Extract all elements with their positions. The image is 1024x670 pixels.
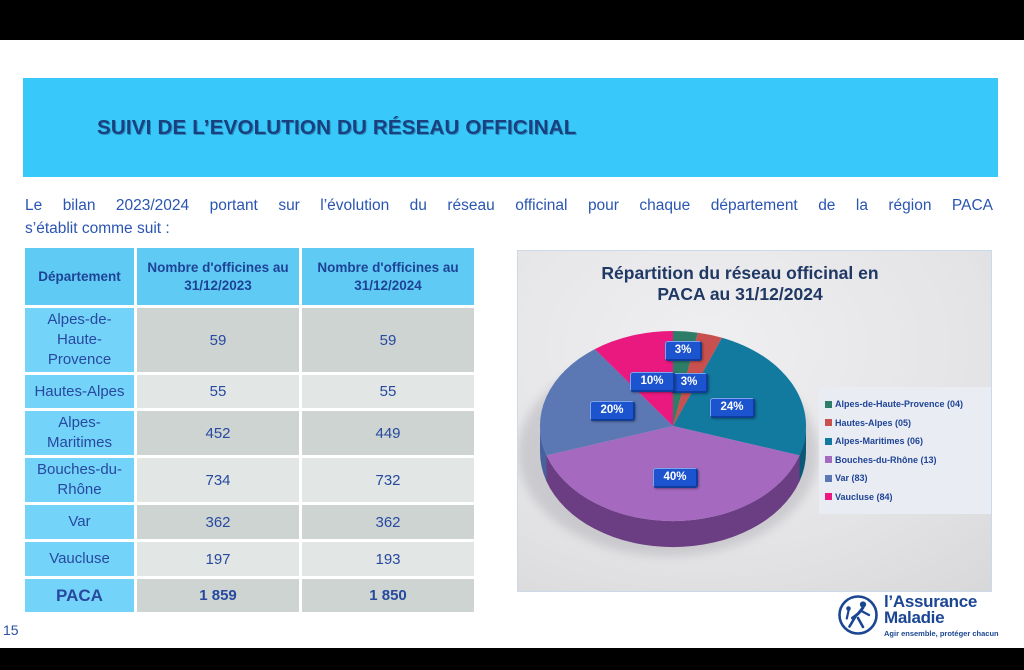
table-header-row: Département Nombre d'officines au 31/12/… — [25, 248, 474, 305]
value-2024-cell: 732 — [302, 458, 474, 502]
title-banner: SUIVI DE L’EVOLUTION DU RÉSEAU OFFICINAL — [23, 78, 998, 177]
pie-label-24pct: 24% — [710, 398, 755, 418]
page-number: 15 — [3, 622, 19, 638]
assurance-maladie-logo: l’Assurance Maladie Agir ensemble, proté… — [836, 590, 999, 642]
table-total-row: PACA 1 859 1 850 — [25, 579, 474, 612]
pie-label-3pct-red: 3% — [671, 373, 708, 393]
legend-item: Alpes-Maritimes (06) — [825, 432, 987, 451]
table-row: Alpes-de-Haute-Provence 59 59 — [25, 308, 474, 372]
table-row: Alpes-Maritimes 452 449 — [25, 411, 474, 455]
legend-swatch-icon — [825, 400, 832, 408]
value-2023-cell: 59 — [137, 308, 299, 372]
value-2024-cell: 59 — [302, 308, 474, 372]
legend-item: Var (83) — [825, 469, 987, 488]
table-row: Vaucluse 197 193 — [25, 542, 474, 576]
table-row: Bouches-du-Rhône 734 732 — [25, 458, 474, 502]
dept-cell: Hautes-Alpes — [25, 375, 134, 408]
intro-line-2: s’établit comme suit : — [25, 220, 170, 237]
legend-swatch-icon — [825, 437, 832, 445]
legend-item: Hautes-Alpes (05) — [825, 414, 987, 433]
pie-label-10pct: 10% — [630, 372, 675, 392]
value-2023-cell: 452 — [137, 411, 299, 455]
value-2024-cell: 55 — [302, 375, 474, 408]
legend-swatch-icon — [825, 493, 832, 501]
logo-tagline: Agir ensemble, protéger chacun — [884, 629, 999, 638]
slice-alpes-maritimes — [673, 337, 807, 456]
legend-item: Alpes-de-Haute-Provence (04) — [825, 395, 987, 414]
pie-label-20pct: 20% — [590, 401, 635, 421]
page-title: SUIVI DE L’EVOLUTION DU RÉSEAU OFFICINAL — [97, 115, 577, 139]
col-header-departement: Département — [25, 248, 134, 305]
logo-text: l’Assurance Maladie Agir ensemble, proté… — [884, 592, 999, 638]
legend-item: Vaucluse (84) — [825, 488, 987, 507]
table-row: Var 362 362 — [25, 505, 474, 539]
pie-chart-panel: Répartition du réseau officinal en PACA … — [517, 250, 992, 592]
dept-cell: Var — [25, 505, 134, 539]
value-2023-total: 1 859 — [137, 579, 299, 612]
chart-title: Répartition du réseau officinal en PACA … — [601, 263, 879, 304]
value-2023-cell: 734 — [137, 458, 299, 502]
col-header-officines-2024: Nombre d'officines au 31/12/2024 — [302, 248, 474, 305]
legend-swatch-icon — [825, 456, 832, 464]
pie-label-3pct-green: 3% — [665, 341, 702, 361]
bottom-black-bar — [0, 648, 1024, 670]
table-row: Hautes-Alpes 55 55 — [25, 375, 474, 408]
officines-table: Département Nombre d'officines au 31/12/… — [22, 245, 477, 615]
assurance-maladie-logo-icon — [838, 595, 878, 635]
chart-legend: Alpes-de-Haute-Provence (04) Hautes-Alpe… — [819, 387, 991, 514]
pie-label-40pct: 40% — [653, 468, 698, 488]
top-black-bar — [0, 0, 1024, 40]
value-2024-cell: 362 — [302, 505, 474, 539]
dept-cell: Alpes-Maritimes — [25, 411, 134, 455]
value-2024-cell: 193 — [302, 542, 474, 576]
value-2023-cell: 55 — [137, 375, 299, 408]
dept-cell: Vaucluse — [25, 542, 134, 576]
col-header-officines-2023: Nombre d'officines au 31/12/2023 — [137, 248, 299, 305]
legend-item: Bouches-du-Rhône (13) — [825, 451, 987, 470]
intro-line-1: Le bilan 2023/2024 portant sur l’évoluti… — [25, 197, 993, 214]
value-2023-cell: 362 — [137, 505, 299, 539]
value-2024-cell: 449 — [302, 411, 474, 455]
value-2023-cell: 197 — [137, 542, 299, 576]
legend-swatch-icon — [825, 474, 832, 482]
dept-cell: Bouches-du-Rhône — [25, 458, 134, 502]
value-2024-total: 1 850 — [302, 579, 474, 612]
dept-cell-paca: PACA — [25, 579, 134, 612]
intro-paragraph: Le bilan 2023/2024 portant sur l’évoluti… — [25, 194, 993, 240]
dept-cell: Alpes-de-Haute-Provence — [25, 308, 134, 372]
legend-swatch-icon — [825, 419, 832, 427]
